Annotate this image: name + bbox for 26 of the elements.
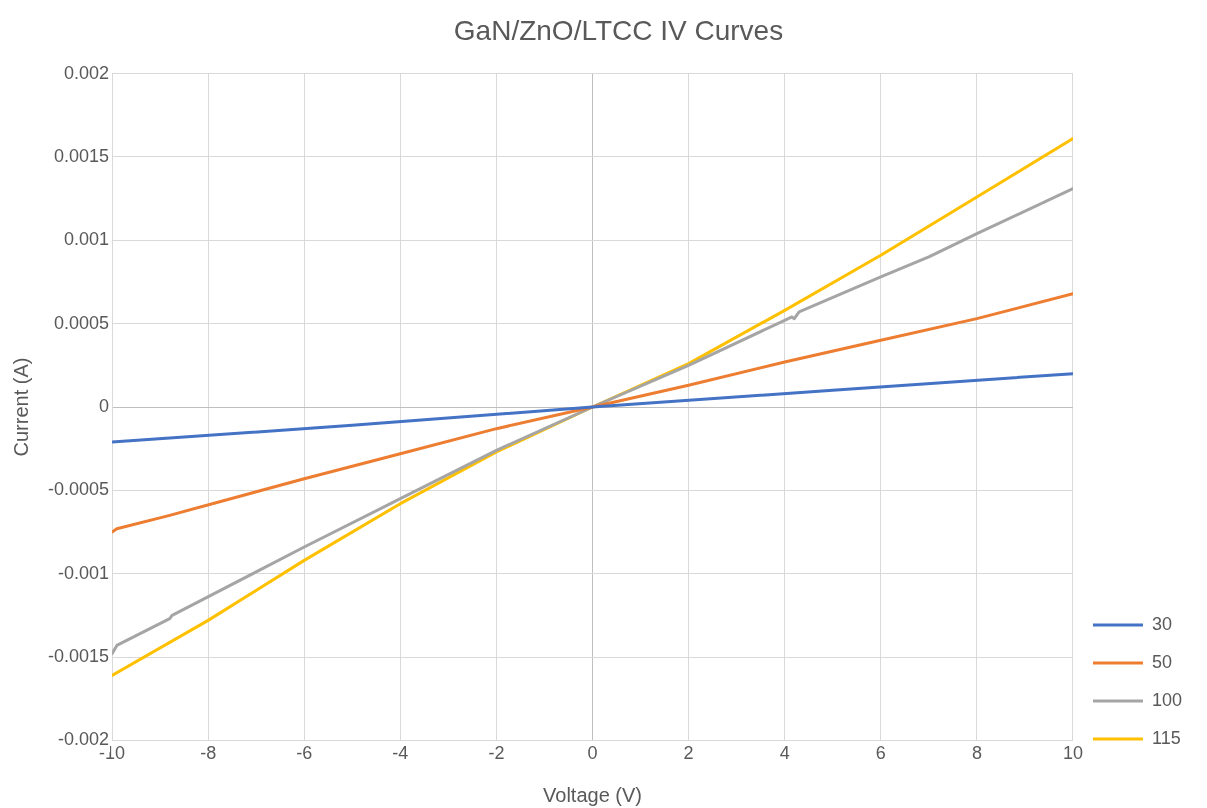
y-tick-label: -0.0005 [47, 479, 110, 500]
legend-label: 50 [1151, 651, 1172, 672]
y-tick-label: 0 [99, 395, 110, 416]
x-tick-label: 0 [587, 743, 598, 764]
y-tick-label: 0.001 [64, 229, 110, 250]
y-tick-label: -0.0015 [47, 646, 110, 667]
x-axis-title: Voltage (V) [543, 783, 642, 806]
legend-label: 100 [1151, 689, 1183, 710]
x-tick-label: 4 [779, 743, 790, 764]
y-tick-label: -0.002 [58, 729, 110, 750]
chart-title: GaN/ZnO/LTCC IV Curves [453, 14, 784, 46]
x-tick-label: 10 [1062, 743, 1083, 764]
x-tick-label: 6 [875, 743, 886, 764]
y-tick-label: 0.0005 [53, 312, 110, 333]
x-tick-label: -8 [200, 743, 217, 764]
y-tick-label: -0.001 [58, 562, 110, 583]
y-tick-label: 0.0015 [53, 145, 110, 166]
legend-label: 30 [1151, 613, 1172, 634]
x-tick-label: 2 [683, 743, 694, 764]
x-tick-label: 8 [971, 743, 982, 764]
y-tick-label: 0.002 [64, 62, 110, 83]
x-tick-label: -6 [296, 743, 313, 764]
x-tick-label: -2 [488, 743, 505, 764]
x-tick-label: -4 [392, 743, 409, 764]
legend-label: 115 [1151, 727, 1181, 748]
y-axis-title: Current (A) [9, 357, 32, 457]
